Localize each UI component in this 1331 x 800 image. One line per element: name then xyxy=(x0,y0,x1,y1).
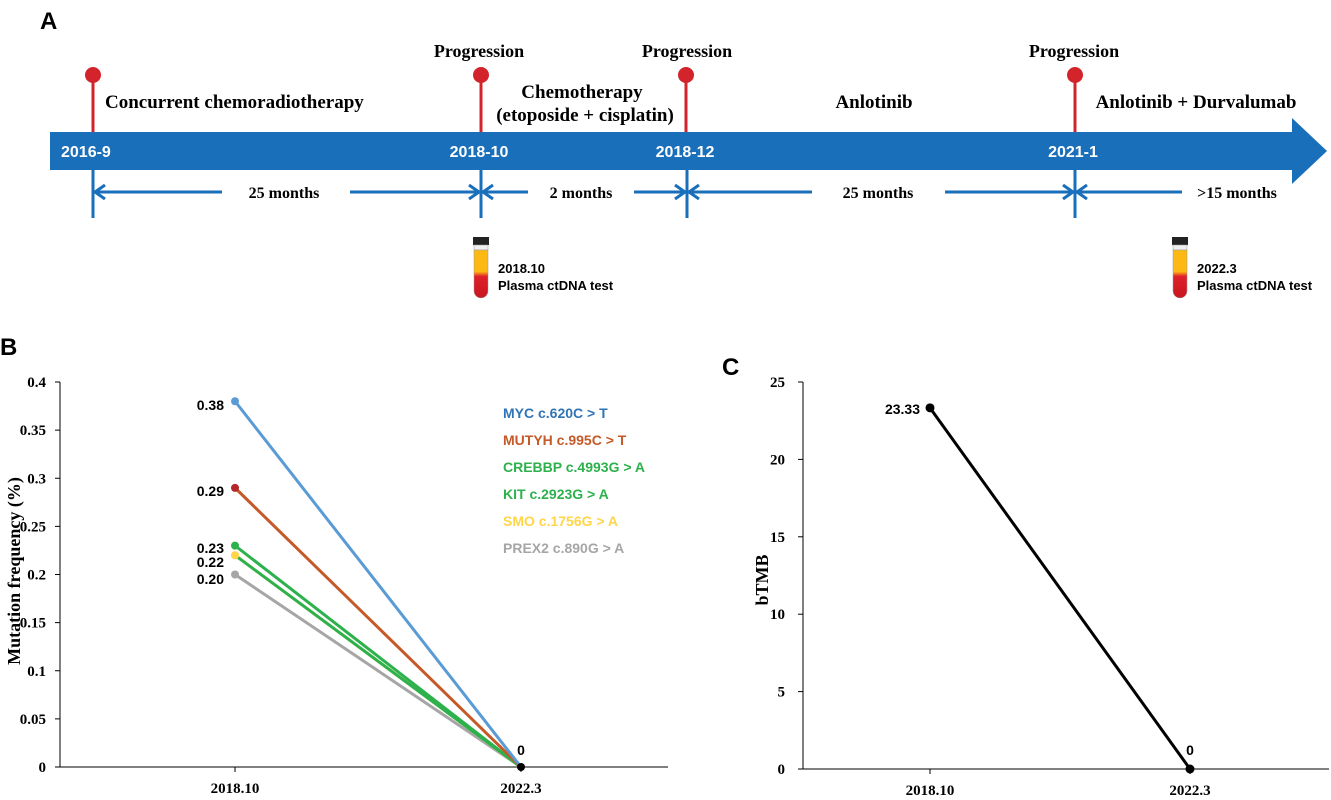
y-tick-label: 0 xyxy=(778,762,786,778)
legend-entry: MUTYH c.995C > T xyxy=(503,432,627,448)
legend-entry: CREBBP c.4993G > A xyxy=(503,459,645,475)
data-label: 23.33 xyxy=(885,401,920,417)
blood-tube-icon xyxy=(473,237,489,299)
y-tick-label: 0.15 xyxy=(20,616,46,632)
y-tick-label: 0.35 xyxy=(20,423,46,439)
data-label: 0 xyxy=(517,742,525,758)
legend-entry: MYC c.620C > T xyxy=(503,405,608,421)
x-tick-label: 2018.10 xyxy=(211,781,260,797)
test-date-1: 2018.10 xyxy=(498,261,545,276)
chart-c-ylabel: bTMB xyxy=(752,554,772,605)
data-point xyxy=(1185,764,1195,774)
y-tick-label: 5 xyxy=(778,685,786,701)
series-line xyxy=(928,406,1192,771)
treatment-first: Concurrent chemoradiotherapy xyxy=(105,92,364,113)
test-label-1: Plasma ctDNA test xyxy=(498,278,614,293)
data-point xyxy=(231,551,239,560)
progression-label-1: Progression xyxy=(434,41,524,61)
y-tick-label: 0.1 xyxy=(27,664,46,680)
progression-pin-2 xyxy=(473,67,489,132)
y-tick-label: 0.05 xyxy=(20,712,46,728)
timeline-arrow xyxy=(50,118,1327,184)
y-tick-label: 10 xyxy=(770,607,785,623)
treatment-second-line2: (etoposide + cisplatin) xyxy=(496,105,674,126)
test-label-2: Plasma ctDNA test xyxy=(1197,278,1313,293)
series-line xyxy=(233,486,523,769)
x-tick-label: 2022.3 xyxy=(1169,783,1210,799)
x-tick-label: 2018.10 xyxy=(906,783,955,799)
chart-b: 0 0.05 0.1 0.15 0.2 0.25 0.3 0.35 0.4 2018.10 2022… xyxy=(20,375,668,797)
y-tick-label: 0.2 xyxy=(27,568,46,584)
date-label-2: 2018-10 xyxy=(450,144,509,161)
y-tick-label: 0.3 xyxy=(27,471,46,487)
blood-tube-icon xyxy=(1172,237,1188,299)
legend-entry: PREX2 c.890G > A xyxy=(503,540,624,556)
date-label-1: 2016-9 xyxy=(61,144,111,161)
progression-label-3: Progression xyxy=(1029,41,1119,61)
data-label: 0.23 xyxy=(197,540,224,556)
x-tick-label: 2022.3 xyxy=(500,781,541,797)
series-line xyxy=(233,399,523,769)
data-label: 0.22 xyxy=(197,554,224,570)
data-point xyxy=(231,483,239,492)
data-point xyxy=(925,403,935,413)
data-label: 0.20 xyxy=(197,571,224,587)
date-label-3: 2018-12 xyxy=(656,144,715,161)
data-label: 0 xyxy=(1186,742,1194,758)
treatment-fourth: Anlotinib + Durvalumab xyxy=(1096,92,1297,113)
progression-pin-4 xyxy=(1067,67,1083,132)
series-line xyxy=(233,573,523,769)
progression-label-2: Progression xyxy=(642,41,732,61)
y-tick-label: 20 xyxy=(770,452,785,468)
y-tick-label: 0 xyxy=(39,760,47,776)
series-line xyxy=(233,544,523,769)
treatment-third: Anlotinib xyxy=(835,92,912,113)
panel-label-a: A xyxy=(40,8,57,35)
data-point xyxy=(231,570,239,579)
chart-c: 0 5 10 15 20 25 2018.10 2022.3 23.33 0 xyxy=(770,375,1329,799)
duration-label-1: 25 months xyxy=(249,185,320,202)
data-point xyxy=(231,541,239,550)
legend-entry: KIT c.2923G > A xyxy=(503,486,609,502)
duration-brackets xyxy=(91,170,1182,218)
data-label: 0.29 xyxy=(197,483,224,499)
data-point xyxy=(517,763,525,771)
panel-label-b: B xyxy=(0,334,17,361)
y-tick-label: 0.4 xyxy=(27,375,46,391)
test-date-2: 2022.3 xyxy=(1197,261,1237,276)
legend-entry: SMO c.1756G > A xyxy=(503,513,618,529)
data-point xyxy=(231,397,239,406)
y-tick-label: 15 xyxy=(770,530,785,546)
duration-label-2: 2 months xyxy=(550,185,613,202)
y-tick-label: 0.25 xyxy=(20,519,46,535)
y-tick-label: 25 xyxy=(770,375,785,391)
chart-b-ylabel: Mutation frequency (%) xyxy=(4,477,25,665)
date-label-4: 2021-1 xyxy=(1048,144,1098,161)
treatment-second-line1: Chemotherapy xyxy=(521,82,643,103)
progression-pin-3 xyxy=(678,67,694,132)
progression-pin-1 xyxy=(85,67,101,132)
data-label: 0.38 xyxy=(197,397,224,413)
duration-label-3: 25 months xyxy=(843,185,914,202)
panel-label-c: C xyxy=(722,354,739,381)
duration-label-4: >15 months xyxy=(1197,185,1277,202)
